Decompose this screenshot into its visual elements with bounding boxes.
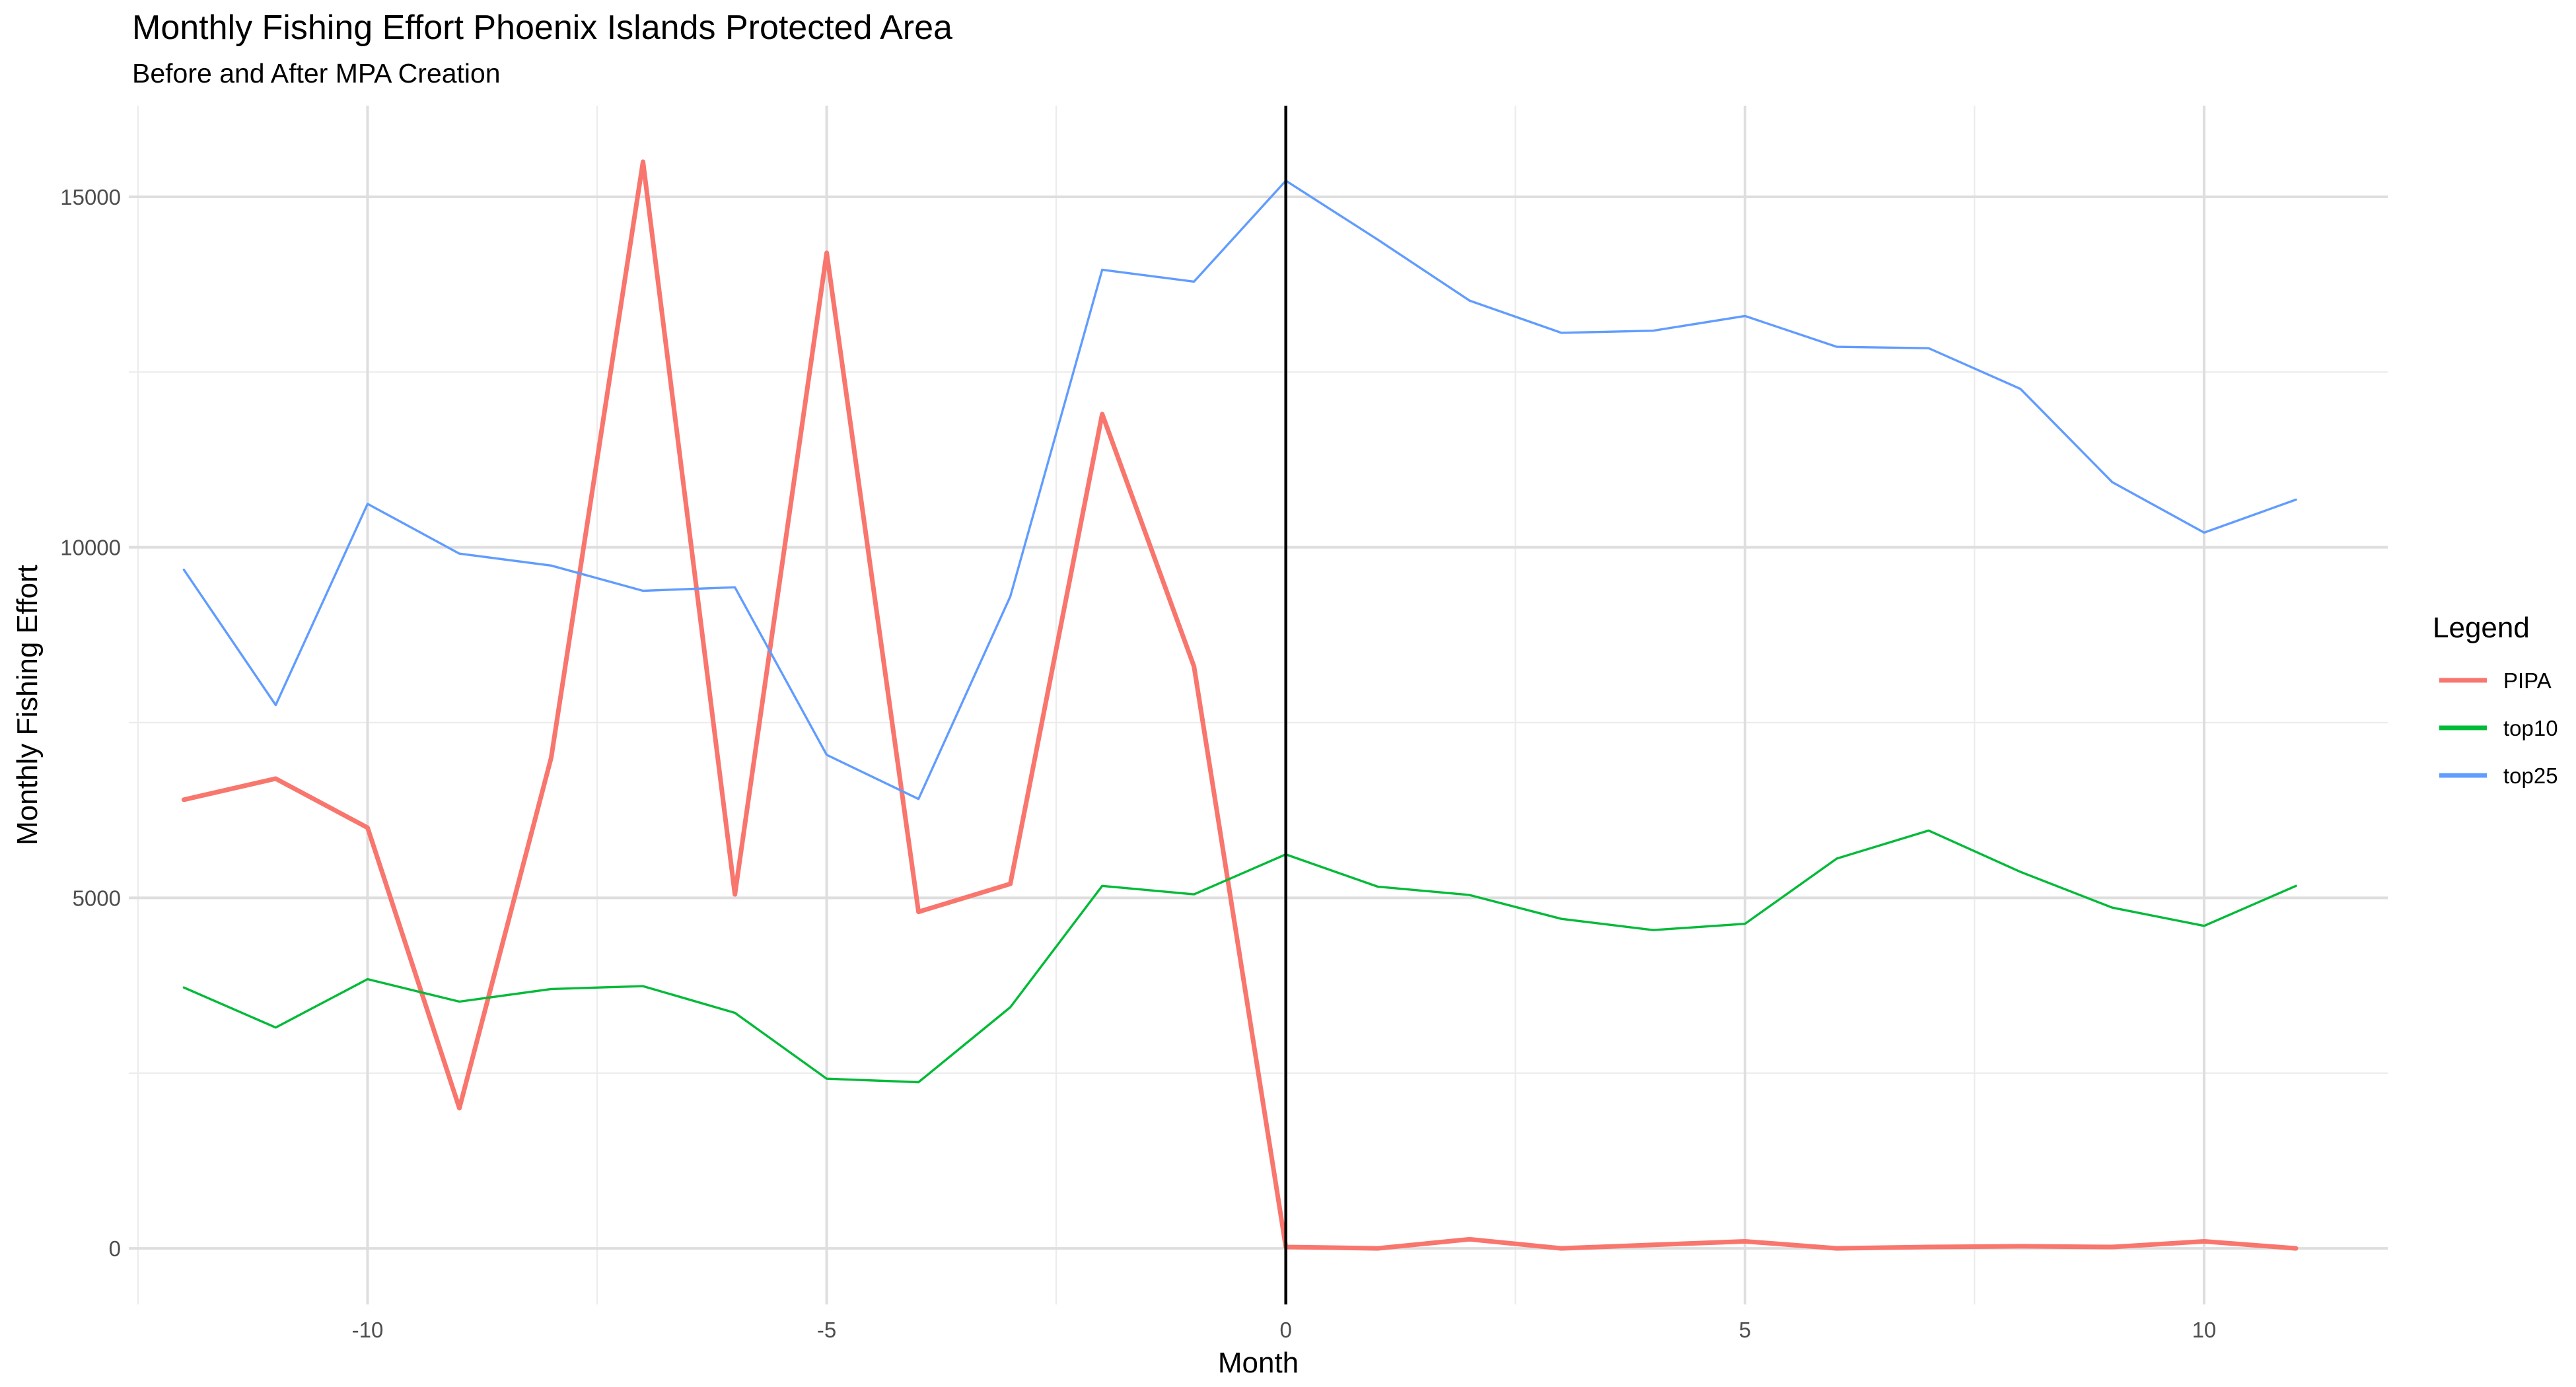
x-tick-label: 0 <box>1280 1318 1292 1342</box>
y-tick-label: 10000 <box>60 536 121 560</box>
series-line-top25 <box>182 179 2297 800</box>
y-tick-label: 5000 <box>73 886 121 910</box>
series-line-pipa <box>181 159 2299 1251</box>
x-tick-label: 5 <box>1739 1318 1751 1342</box>
series-lines <box>181 159 2299 1251</box>
legend-label-top10: top10 <box>2503 716 2558 740</box>
x-tick-label: 10 <box>2192 1318 2217 1342</box>
legend-label-pipa: PIPA <box>2503 668 2552 693</box>
x-axis-ticks: -10 -5 0 5 10 <box>352 1318 2217 1342</box>
legend-label-top25: top25 <box>2503 764 2558 788</box>
y-axis-title: Monthly Fishing Effort <box>11 565 44 845</box>
chart-title: Monthly Fishing Effort Phoenix Islands P… <box>132 9 952 47</box>
x-tick-label: -10 <box>352 1318 384 1342</box>
y-tick-label: 0 <box>109 1236 121 1261</box>
legend-title: Legend <box>2433 612 2530 644</box>
series-line-top10 <box>182 829 2297 1084</box>
x-axis-title: Month <box>1218 1347 1299 1379</box>
y-tick-label: 15000 <box>60 185 121 209</box>
x-tick-label: -5 <box>817 1318 836 1342</box>
y-axis-ticks: 0 5000 10000 15000 <box>60 185 121 1261</box>
grid <box>129 106 2388 1304</box>
legend: Legend PIPA top10 top25 <box>2433 612 2558 788</box>
chart-subtitle: Before and After MPA Creation <box>132 58 501 89</box>
